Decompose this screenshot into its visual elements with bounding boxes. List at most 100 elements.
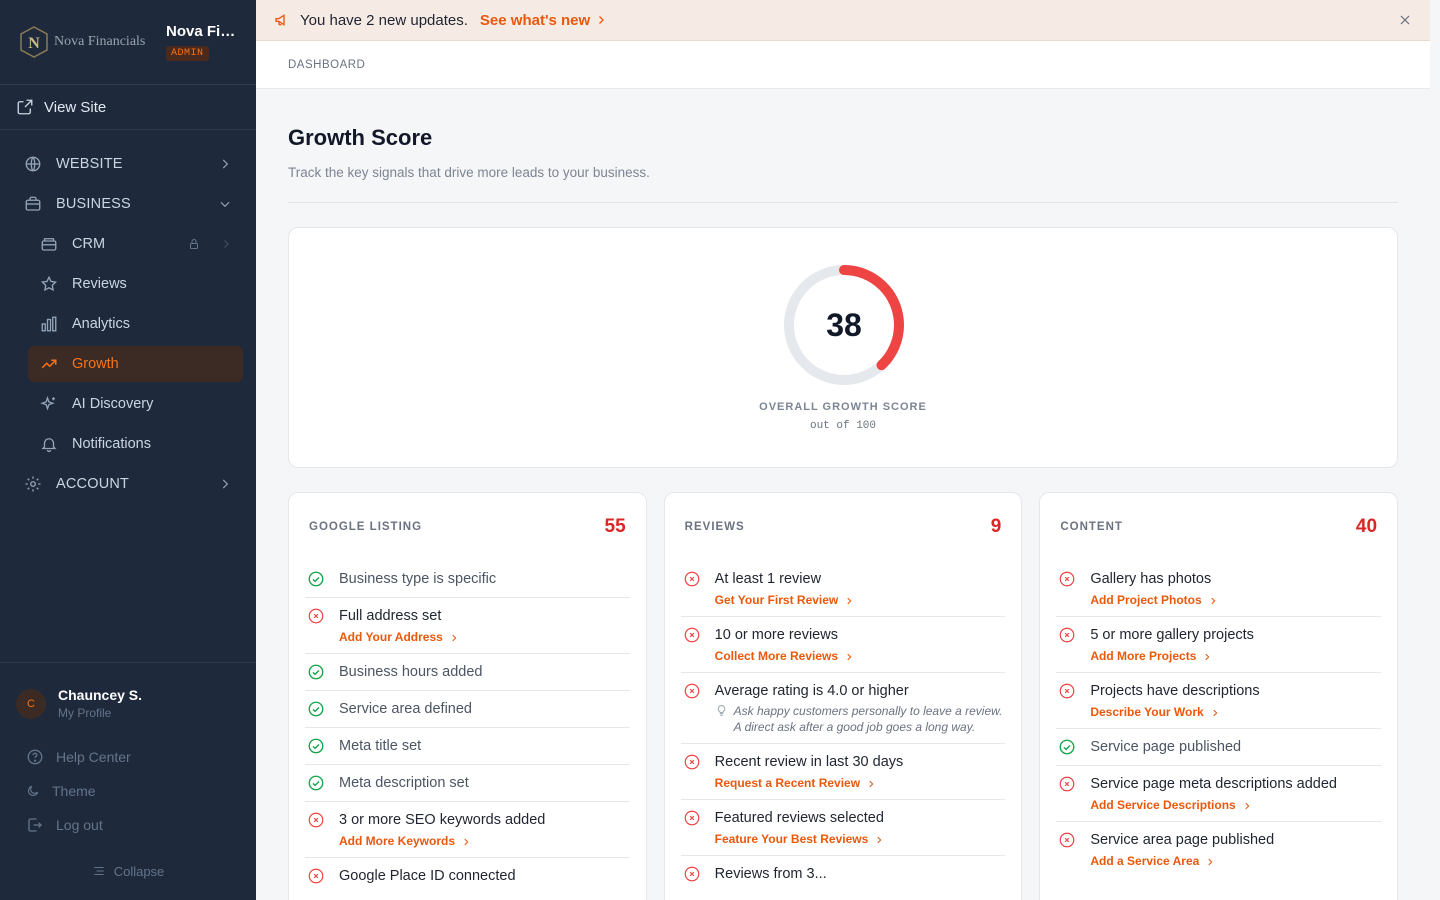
checklist-action-link[interactable]: Add More Projects xyxy=(1090,648,1381,664)
checklist-tip: Ask happy customers personally to leave … xyxy=(715,703,1006,735)
theme-toggle[interactable]: Theme xyxy=(0,774,256,808)
profile-link[interactable]: C Chauncey S. My Profile xyxy=(0,663,256,740)
sidebar-item-notifications[interactable]: Notifications xyxy=(0,424,256,464)
sidebar-item-crm[interactable]: CRM xyxy=(0,224,256,264)
profile-sub: My Profile xyxy=(58,706,112,720)
card-header: CONTENT 40 xyxy=(1056,493,1381,561)
x-circle-icon xyxy=(684,754,700,770)
updates-banner: You have 2 new updates. See what's new xyxy=(256,0,1430,41)
sidebar-item-account[interactable]: ACCOUNT xyxy=(0,464,256,504)
checklist-item: 3 or more SEO keywords added Add More Key… xyxy=(305,802,630,858)
card-score: 40 xyxy=(1355,516,1378,537)
checklist-item-label: Average rating is 4.0 or higher xyxy=(714,683,909,699)
checklist-action-link[interactable]: Request a Recent Review xyxy=(715,775,1006,791)
breadcrumb-item[interactable]: DASHBOARD xyxy=(288,58,366,71)
main-panel: You have 2 new updates. See what's new D… xyxy=(256,0,1430,900)
page-title: Growth Score xyxy=(288,125,433,150)
collapse-sidebar-button[interactable]: Collapse xyxy=(0,842,256,900)
page-content: Growth Score Track the key signals that … xyxy=(256,125,1430,900)
checklist-item-label: Meta description set xyxy=(339,775,469,791)
sidebar-nav: WEBSITE BUSINESS CRM Reviews Analytics G… xyxy=(0,130,256,504)
x-circle-icon xyxy=(308,868,324,884)
sidebar-item-growth[interactable]: Growth xyxy=(28,346,243,382)
database-icon xyxy=(41,238,57,251)
checklist-item-label: Reviews from 3... xyxy=(714,866,827,882)
chevron-right-icon xyxy=(1211,597,1216,604)
sidebar-item-reviews[interactable]: Reviews xyxy=(0,264,256,304)
card-header: REVIEWS 9 xyxy=(681,493,1006,561)
sidebar-item-business[interactable]: BUSINESS xyxy=(0,184,256,224)
sidebar-item-label: Analytics xyxy=(72,316,131,332)
brand-logo[interactable]: N Nova Financials xyxy=(20,26,156,58)
checklist-item: Google Place ID connected xyxy=(305,858,630,894)
card-title: REVIEWS xyxy=(684,521,745,533)
checklist-action-link[interactable]: Describe Your Work xyxy=(1090,704,1381,720)
checklist-item-label: 3 or more SEO keywords added xyxy=(339,812,546,828)
workspace-name[interactable]: Nova Fin... xyxy=(166,23,236,40)
checklist-item: Full address set Add Your Address xyxy=(305,598,630,654)
x-circle-icon xyxy=(308,608,324,624)
lock-icon xyxy=(190,239,198,249)
breadcrumb: DASHBOARD xyxy=(256,41,1430,89)
checklist-item: Reviews from 3... xyxy=(681,856,1006,892)
checklist-action-link[interactable]: Add Service Descriptions xyxy=(1090,797,1381,813)
checklist-item: 5 or more gallery projects Add More Proje… xyxy=(1056,617,1382,673)
x-circle-icon xyxy=(308,812,324,828)
sidebar-item-analytics[interactable]: Analytics xyxy=(0,304,256,344)
checklist-item: Service area defined xyxy=(305,691,630,728)
checklist-action-link[interactable]: Collect More Reviews xyxy=(715,648,1006,664)
chevron-right-icon xyxy=(452,634,457,641)
view-site-link[interactable]: View Site xyxy=(0,85,256,130)
checklist-action-link[interactable]: Add More Keywords xyxy=(339,833,630,849)
checklist-action-link[interactable]: Get Your First Review xyxy=(715,592,1006,608)
chevron-right-icon xyxy=(869,780,874,787)
sidebar-item-label: Reviews xyxy=(72,276,127,292)
sidebar-item-ai-discovery[interactable]: AI Discovery xyxy=(0,384,256,424)
action-link-label: Add More Projects xyxy=(1090,649,1197,663)
sidebar-item-label: AI Discovery xyxy=(72,396,154,412)
help-center-link[interactable]: Help Center xyxy=(0,740,256,774)
checklist-item-label: Recent review in last 30 days xyxy=(714,754,904,770)
x-circle-icon xyxy=(684,810,700,826)
score-ring-progress xyxy=(784,265,904,385)
chevron-right-icon xyxy=(1245,802,1250,809)
checklist-item: 10 or more reviews Collect More Reviews xyxy=(680,617,1006,673)
checklist-action-link[interactable]: Add a Service Area xyxy=(1090,853,1381,869)
category-card: CONTENT 40 Gallery has photos Add Project… xyxy=(1039,492,1399,900)
chevron-right-icon xyxy=(847,597,852,604)
logout-button[interactable]: Log out xyxy=(0,808,256,842)
brand-logo-text: Nova Financials xyxy=(54,34,146,49)
check-circle-icon xyxy=(308,664,324,680)
card-title: GOOGLE LISTING xyxy=(309,521,423,533)
checklist-action-link[interactable]: Feature Your Best Reviews xyxy=(715,831,1006,847)
checklist-item-label: Service area defined xyxy=(339,701,472,717)
banner-link-label: See what's new xyxy=(479,11,591,29)
action-link-label: Collect More Reviews xyxy=(714,649,839,663)
chevron-right-icon xyxy=(1213,709,1218,716)
action-link-label: Feature Your Best Reviews xyxy=(714,832,869,846)
sidebar: N Nova Financials Nova Fin... ADMIN View… xyxy=(0,0,256,900)
checklist-item-label: Projects have descriptions xyxy=(1090,683,1260,699)
sidebar-item-website[interactable]: WEBSITE xyxy=(0,144,256,184)
bar-chart-icon xyxy=(41,316,57,332)
checklist-item: Meta description set xyxy=(305,765,630,802)
category-card: REVIEWS 9 At least 1 review Get Your Firs… xyxy=(663,492,1023,900)
sidebar-item-label: WEBSITE xyxy=(56,156,123,172)
check-circle-icon xyxy=(308,775,324,791)
close-icon[interactable] xyxy=(1398,13,1412,27)
profile-name: Chauncey S. xyxy=(58,687,143,703)
checklist-action-link[interactable]: Add Your Address xyxy=(339,629,630,645)
see-whats-new-link[interactable]: See what's new xyxy=(480,12,607,29)
moon-icon xyxy=(28,785,39,796)
checklist-item: Average rating is 4.0 or higher Ask happy… xyxy=(680,673,1006,744)
sparkle-icon xyxy=(40,395,55,411)
check-circle-icon xyxy=(308,571,324,587)
x-circle-icon xyxy=(1059,832,1075,848)
chevron-right-icon xyxy=(224,240,229,248)
checklist-item: Gallery has photos Add Project Photos xyxy=(1056,561,1382,617)
x-circle-icon xyxy=(684,627,700,643)
sidebar-footer: C Chauncey S. My Profile Help Center The… xyxy=(0,662,256,900)
checklist-item: At least 1 review Get Your First Review xyxy=(680,561,1006,617)
checklist-action-link[interactable]: Add Project Photos xyxy=(1090,592,1381,608)
help-circle-icon xyxy=(27,749,43,765)
